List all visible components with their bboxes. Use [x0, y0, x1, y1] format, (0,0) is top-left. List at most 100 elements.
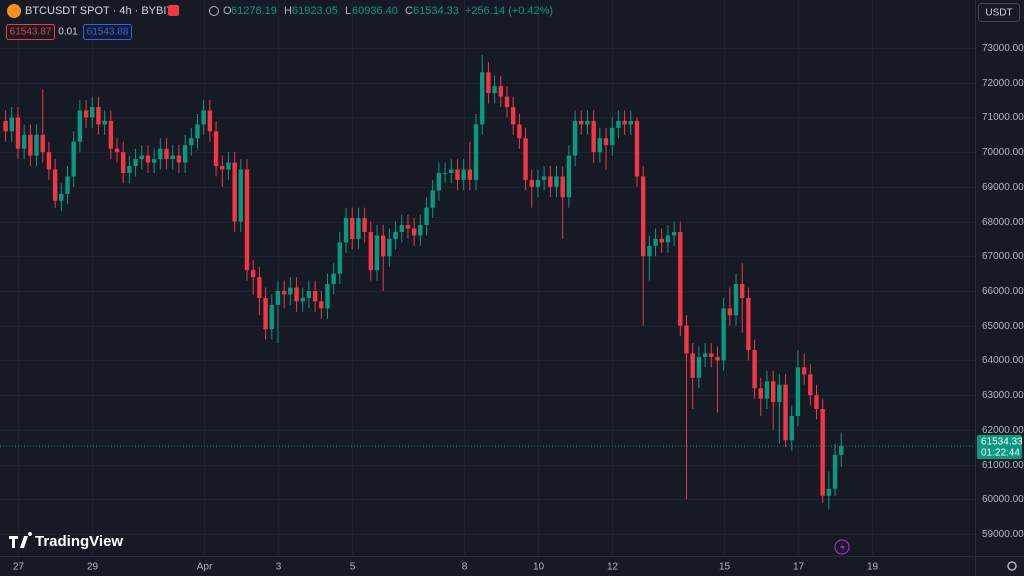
candle-body: [647, 245, 652, 257]
y-tick-label: 65000.00: [982, 321, 1024, 332]
candle-body: [263, 297, 268, 330]
x-tick-label: 12: [607, 562, 619, 573]
candle-body: [690, 353, 695, 378]
candle-body: [839, 445, 844, 455]
candle-body: [195, 124, 200, 139]
last-price: 61534.33: [981, 437, 1023, 448]
y-tick-label: 72000.00: [982, 78, 1024, 89]
settings-icon[interactable]: [1007, 561, 1017, 571]
alert-icon[interactable]: [834, 539, 850, 555]
candle-body: [3, 120, 8, 132]
candle-body: [808, 374, 813, 396]
candle-body: [727, 308, 733, 316]
status-icon: [209, 6, 219, 16]
candles: [3, 54, 844, 510]
bid[interactable]: 61543.87: [10, 27, 52, 38]
candle-body: [795, 367, 801, 416]
candle-body: [356, 218, 361, 239]
candle-body: [269, 304, 274, 330]
currency-button[interactable]: [978, 3, 1020, 22]
candle-body: [405, 225, 411, 229]
candle-body: [640, 176, 646, 257]
candle-body: [121, 152, 126, 173]
spread: 0.01: [58, 27, 78, 38]
candle-body: [789, 415, 794, 441]
candle-body: [721, 308, 726, 361]
x-tick-label: 8: [462, 562, 468, 573]
flag-icon[interactable]: [168, 5, 179, 16]
x-tick-label: 10: [533, 562, 545, 573]
ohlc-value: 61278.19: [231, 5, 277, 17]
candle-body: [820, 408, 825, 496]
candle-body: [52, 169, 58, 201]
candle-body: [659, 238, 664, 243]
candle-body: [71, 141, 76, 177]
candle-body: [21, 134, 27, 149]
candle-body: [127, 166, 132, 173]
candle-body: [436, 172, 442, 191]
candle-body: [770, 381, 776, 403]
candle-body: [678, 231, 683, 326]
candle-body: [343, 218, 349, 243]
candle-body: [702, 353, 708, 357]
candle-body: [294, 287, 299, 302]
candle-body: [548, 176, 553, 187]
symbol-icon[interactable]: [7, 4, 21, 18]
candle-body: [83, 110, 89, 118]
x-tick-label: Apr: [197, 562, 213, 573]
currency[interactable]: USDT: [985, 8, 1012, 19]
candle-body: [145, 155, 151, 163]
candle-body: [560, 176, 565, 198]
candle-body: [492, 86, 497, 94]
candle-body: [399, 225, 404, 232]
ohlc-key: L: [345, 5, 351, 17]
candle-body: [201, 110, 206, 125]
candle-body: [455, 169, 460, 180]
candle-body: [9, 117, 14, 132]
ask-box[interactable]: [83, 24, 132, 40]
candle-body: [275, 290, 281, 305]
candle-body: [709, 353, 714, 357]
y-tick-label: 71000.00: [982, 112, 1024, 123]
candle-body: [380, 235, 386, 257]
y-tick-label: 59000.00: [982, 529, 1024, 540]
candle-body: [764, 381, 770, 399]
candle-body: [442, 172, 448, 174]
candle-body: [597, 138, 603, 153]
candle-body: [46, 152, 52, 170]
candle-body: [108, 120, 114, 149]
ohlc-key: H: [284, 5, 292, 17]
ask[interactable]: 61543.88: [87, 27, 129, 38]
candle-body: [300, 297, 305, 302]
y-tick-label: 61000.00: [982, 460, 1024, 471]
candle-body: [226, 162, 231, 170]
x-tick-label: 27: [13, 562, 25, 573]
y-tick-label: 64000.00: [982, 355, 1024, 366]
candle-body: [319, 301, 324, 309]
bid-box[interactable]: [6, 24, 55, 40]
candle-body: [498, 86, 503, 97]
y-tick-label: 70000.00: [982, 147, 1024, 158]
candle-body: [826, 488, 832, 496]
alert-bolt: [840, 542, 845, 552]
candle-body: [665, 235, 671, 243]
y-tick-label: 67000.00: [982, 251, 1024, 262]
x-tick-label: 15: [719, 562, 731, 573]
candle-body: [529, 179, 534, 187]
symbol[interactable]: BTCUSDT SPOT · 4h · BYBIT: [25, 5, 173, 17]
candle-body: [220, 166, 225, 170]
candle-body: [554, 176, 559, 187]
candle-body: [801, 367, 807, 375]
candle-body: [411, 228, 417, 236]
candle-body: [387, 238, 392, 257]
candle-body: [257, 277, 262, 298]
candle-body: [151, 159, 157, 163]
candle-body: [59, 193, 64, 201]
candle-body: [541, 176, 547, 180]
candle-body: [40, 134, 45, 153]
logo: TradingView: [9, 532, 123, 550]
candle-body: [176, 155, 182, 163]
candle-body: [467, 169, 473, 180]
candle-body: [740, 284, 745, 298]
